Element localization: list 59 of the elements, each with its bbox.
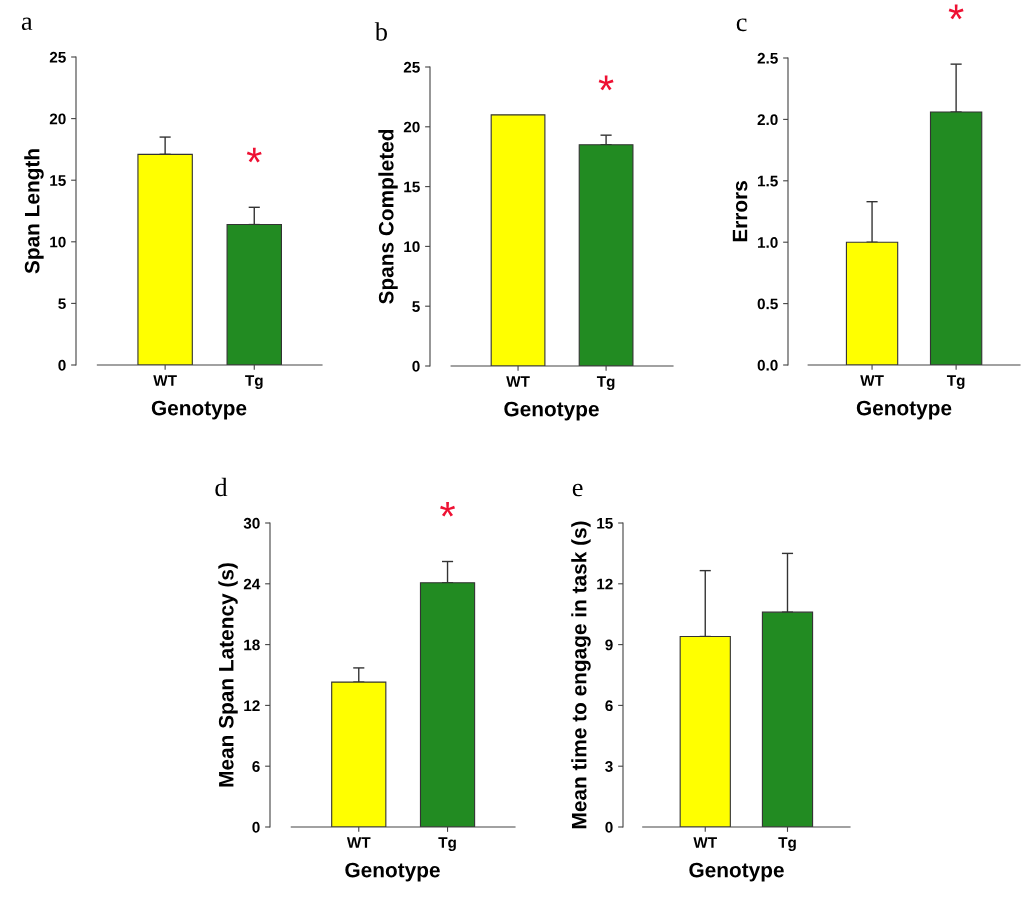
x-tick-label: Tg xyxy=(438,837,456,851)
x-axis-title: Genotype xyxy=(151,400,247,420)
y-tick-label: 15 xyxy=(50,175,66,186)
y-tick-label: 0.5 xyxy=(757,298,778,310)
y-tick-label: 5 xyxy=(58,298,66,310)
y-tick-label: 9 xyxy=(605,639,613,651)
x-axis-title: Genotype xyxy=(689,862,784,882)
x-tick-label: Tg xyxy=(946,375,965,389)
y-tick-label: 0 xyxy=(252,821,260,833)
x-tick-label: Tg xyxy=(778,837,796,851)
x-axis-title: Genotype xyxy=(504,401,599,421)
y-tick-label: 12 xyxy=(597,578,613,590)
y-tick-label: 15 xyxy=(597,518,613,529)
annotation: * xyxy=(598,75,614,91)
y-tick-label: 2.5 xyxy=(757,52,778,64)
x-tick-label: WT xyxy=(693,837,717,848)
y-tick-label: 18 xyxy=(244,639,260,651)
x-axis-title: Genotype xyxy=(345,862,440,882)
y-tick-label: 3 xyxy=(605,761,613,772)
annotation: * xyxy=(246,147,262,163)
text: * xyxy=(948,4,964,20)
y-tick-label: 5 xyxy=(412,301,420,312)
chart-title: a xyxy=(21,17,33,31)
y-tick-label: 20 xyxy=(49,113,66,125)
y-tick-label: 20 xyxy=(403,121,420,133)
y-axis-title: Spans Completed xyxy=(378,129,398,304)
y-tick-label: 15 xyxy=(404,181,420,193)
chart-title: c xyxy=(736,18,747,32)
x-tick-label: Tg xyxy=(596,376,615,390)
y-tick-label: 25 xyxy=(403,61,420,73)
x-tick-label: WT xyxy=(860,375,884,386)
y-axis-title: Errors xyxy=(732,181,748,242)
x-tick-label: Tg xyxy=(245,375,263,389)
chart-title: d xyxy=(215,477,228,497)
y-tick-label: 1.5 xyxy=(758,175,778,187)
y-tick-label: 0 xyxy=(605,821,613,833)
text: * xyxy=(440,501,455,517)
y-tick-label: 10 xyxy=(50,236,66,248)
y-tick-label: 0 xyxy=(412,360,420,372)
x-tick-label: WT xyxy=(346,837,371,848)
y-tick-label: 10 xyxy=(404,241,420,253)
x-tick-label: WT xyxy=(506,376,530,387)
x-tick-label: WT xyxy=(153,375,177,386)
y-tick-label: 25 xyxy=(49,51,66,63)
y-tick-label: 0.0 xyxy=(757,359,778,371)
y-tick-label: 1.0 xyxy=(758,237,778,248)
y-tick-label: 6 xyxy=(605,700,613,712)
y-tick-label: 6 xyxy=(252,761,260,772)
y-axis-title: Mean time to engage in task (s) xyxy=(571,521,591,829)
y-axis-title: Mean Span Latency (s) xyxy=(218,563,238,787)
y-axis-title: Span Length xyxy=(24,149,44,274)
y-tick-label: 2.0 xyxy=(757,114,778,126)
y-tick-label: 12 xyxy=(244,700,260,711)
y-tick-label: 0 xyxy=(58,359,66,371)
chart-title: e xyxy=(572,483,583,497)
x-axis-title: Genotype xyxy=(856,400,952,420)
y-tick-label: 30 xyxy=(243,517,260,529)
chart-title: b xyxy=(374,22,387,41)
y-tick-label: 24 xyxy=(243,578,261,590)
